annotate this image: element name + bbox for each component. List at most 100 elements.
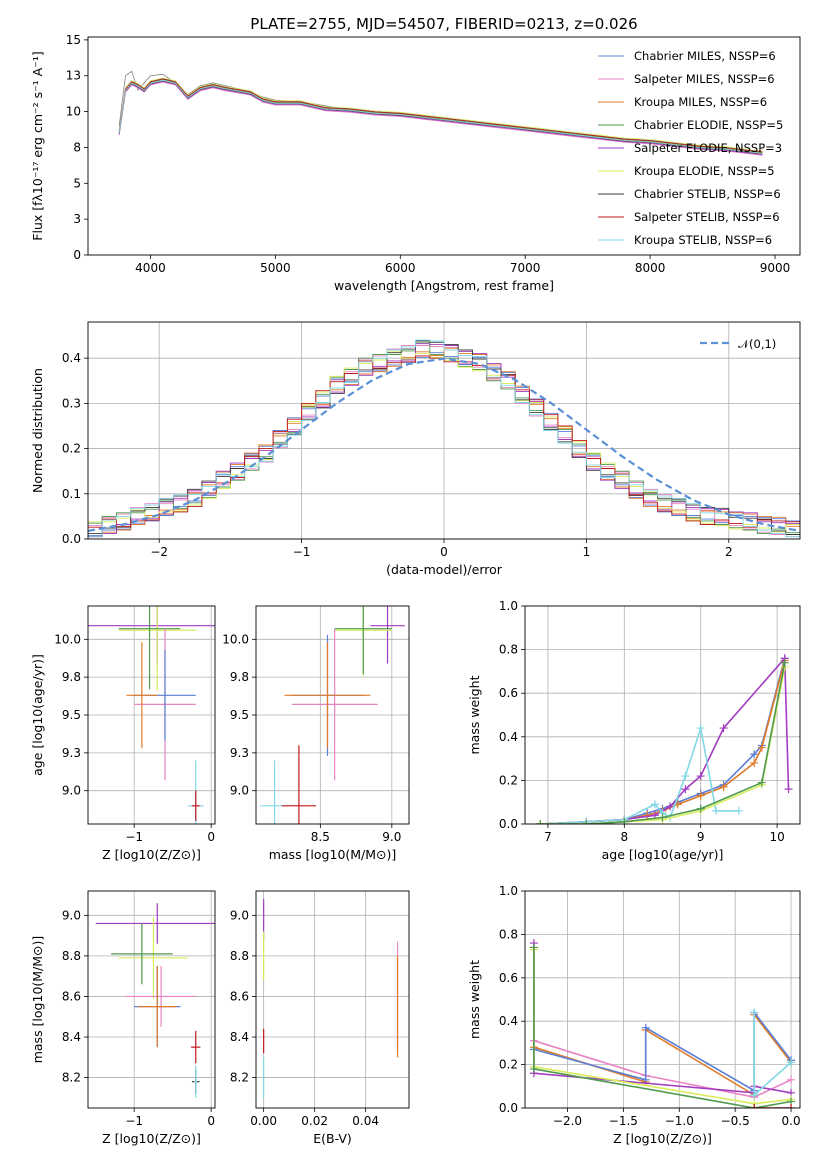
y-tick-label: 9.8 xyxy=(230,670,249,684)
y-tick-label: 9.0 xyxy=(62,908,81,922)
weight-point-chabrier_elodie xyxy=(536,820,545,824)
weight-point-kroupa_miles xyxy=(696,791,705,800)
weight-point-kroupa_miles xyxy=(750,758,759,767)
x-tick-label: −2.0 xyxy=(553,1114,582,1128)
x-tick-label: 10 xyxy=(769,830,784,844)
plot-area: 4000 5000 6000 7000 8000 90000358101315wavele… xyxy=(30,33,801,1146)
weight-point-chabrier_elodie xyxy=(529,1064,538,1073)
x-tick-label: 7000 xyxy=(510,261,541,275)
y-tick-label: 0.0 xyxy=(499,1101,518,1115)
legend-entry: 𝒩(0,1) xyxy=(738,337,776,351)
axes-frame xyxy=(87,321,801,540)
y-tick-label: 8.8 xyxy=(62,949,81,963)
y-tick-label: 0.4 xyxy=(62,351,81,365)
y-tick-label: 9.0 xyxy=(230,908,249,922)
plot-marks xyxy=(88,339,800,538)
weight-line-kroupa_miles xyxy=(540,660,786,824)
x-tick-label: 0 xyxy=(207,1114,215,1128)
y-tick-label: 9.0 xyxy=(230,784,249,798)
y-tick-label: 8.2 xyxy=(230,1071,249,1085)
x-tick-label: 9.0 xyxy=(382,830,401,844)
y-tick-label: 0.0 xyxy=(499,817,518,831)
x-tick-label: 8.5 xyxy=(311,830,330,844)
axes-frame xyxy=(87,890,216,1109)
y-tick-label: 8.6 xyxy=(230,989,249,1003)
x-tick-label: 6000 xyxy=(385,261,416,275)
axes-frame xyxy=(255,890,410,1109)
model-spectrum-kroupa_elodie xyxy=(118,77,763,152)
weight-point-kroupa_stelib xyxy=(650,800,659,809)
x-tick-label: 0 xyxy=(207,830,215,844)
y-tick-label: 5 xyxy=(73,176,81,190)
weight-point-kroupa_stelib xyxy=(734,806,743,815)
x-axis-label: mass [log10(M/M⊙)] xyxy=(269,847,397,862)
panel-mass_vs_ebv: 0.00 0.02 0.04 8.2 8.4 8.6 8.8 9.0 E(B-V) xyxy=(230,890,410,1146)
weight-line-kroupa_elodie xyxy=(540,666,786,824)
legend-entry: Chabrier STELIB, NSSP=6 xyxy=(634,187,781,201)
panel-weight_vs_age: 7 8 9 10 0.0 0.2 0.4 0.6 0.8 1.0 age [log10(age/yr… xyxy=(467,599,801,862)
plot-marks xyxy=(529,939,796,1108)
legend-entry: Salpeter STELIB, NSSP=6 xyxy=(634,210,780,224)
y-tick-label: 10.0 xyxy=(222,632,249,646)
y-tick-label: 3 xyxy=(73,212,81,226)
y-tick-label: 0.6 xyxy=(499,971,518,985)
weight-line-chabrier_elodie xyxy=(533,947,792,1108)
weight-point-chabrier_elodie xyxy=(780,658,789,667)
y-tick-label: 1.0 xyxy=(499,599,518,613)
weight-point-salpeter_elodie xyxy=(666,802,675,811)
panel-residuals: −2 −1 0 1 2 0.0 0.1 0.2 0.3 0.4 (data-model)/error… xyxy=(30,321,801,577)
weight-point-kroupa_stelib xyxy=(696,724,705,733)
weight-point-chabrier_elodie xyxy=(620,817,629,824)
y-axis-label: mass [log10(M/M⊙)] xyxy=(30,936,45,1064)
x-tick-label: 0.04 xyxy=(352,1114,379,1128)
axes-frame xyxy=(87,36,801,256)
x-tick-label: −1.5 xyxy=(609,1114,638,1128)
legend-entry: Kroupa MILES, NSSP=6 xyxy=(634,95,767,109)
weight-point-kroupa_stelib xyxy=(750,1008,759,1017)
weight-point-kroupa_stelib xyxy=(711,806,720,815)
y-axis-label: age [log10(age/yr)] xyxy=(30,654,45,776)
y-tick-label: 8.4 xyxy=(230,1030,249,1044)
plot-marks xyxy=(263,899,399,1098)
x-tick-label: −2 xyxy=(150,545,168,559)
x-axis-label: Z [log10(Z/Z⊙)] xyxy=(102,847,201,862)
weight-line-chabrier_elodie xyxy=(540,662,786,824)
x-tick-label: −1.0 xyxy=(665,1114,694,1128)
y-axis-label: mass weight xyxy=(467,960,482,1039)
x-tick-label: −1 xyxy=(125,1114,143,1128)
x-axis-label: Z [log10(Z/Z⊙)] xyxy=(102,1131,201,1146)
y-tick-label: 13 xyxy=(66,69,81,83)
weight-line-chabrier_miles xyxy=(540,658,786,824)
weight-point-chabrier_elodie xyxy=(529,943,538,952)
weight-point-salpeter_stelib xyxy=(750,1104,759,1108)
plot-marks xyxy=(118,70,763,156)
weight-point-kroupa_miles xyxy=(757,743,766,752)
x-tick-label: −1 xyxy=(293,545,311,559)
y-tick-label: 0.4 xyxy=(499,730,518,744)
x-axis-label: age [log10(age/yr)] xyxy=(602,847,724,862)
y-tick-label: 9.5 xyxy=(62,708,81,722)
weight-point-chabrier_miles xyxy=(750,750,759,759)
x-tick-label: 1 xyxy=(583,545,591,559)
panel-age_vs_mass: 8.5 9.0 9.0 9.3 9.5 9.8 10.0 mass [log10(M/M⊙)] xyxy=(222,605,410,862)
legend-entry: Kroupa STELIB, NSSP=6 xyxy=(634,233,772,247)
x-tick-label: 8 xyxy=(620,830,628,844)
weight-point-salpeter_stelib xyxy=(787,1104,796,1108)
weight-point-salpeter_elodie xyxy=(681,785,690,794)
x-axis-label: Z [log10(Z/Z⊙)] xyxy=(613,1131,712,1146)
legend-entry: Salpeter MILES, NSSP=6 xyxy=(634,72,775,86)
x-axis-label: E(B-V) xyxy=(313,1131,352,1146)
y-tick-label: 1.0 xyxy=(499,884,518,898)
y-tick-label: 9.8 xyxy=(62,670,81,684)
y-tick-label: 0.2 xyxy=(62,442,81,456)
weight-point-salpeter_elodie xyxy=(784,785,793,794)
y-tick-label: 0.2 xyxy=(499,773,518,787)
weight-point-salpeter_elodie xyxy=(719,724,728,733)
y-tick-label: 10.0 xyxy=(54,632,81,646)
weight-point-kroupa_stelib xyxy=(787,1058,796,1067)
x-tick-label: 7 xyxy=(544,830,552,844)
y-tick-label: 8 xyxy=(73,140,81,154)
weight-point-salpeter_miles xyxy=(787,1075,796,1084)
plot-marks xyxy=(260,606,405,824)
